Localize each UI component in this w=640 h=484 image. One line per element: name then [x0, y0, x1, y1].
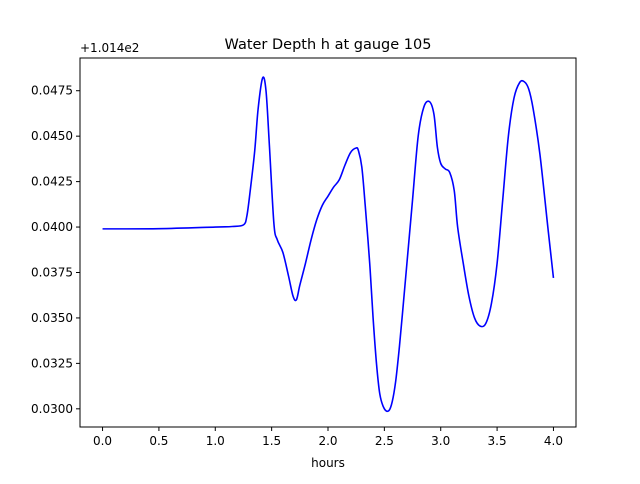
x-axis-label: hours	[311, 456, 345, 470]
y-tick-label: 0.0400	[31, 220, 73, 234]
y-tick-label: 0.0350	[31, 311, 73, 325]
y-axis-offset-label: +1.014e2	[80, 41, 139, 55]
y-tick-label: 0.0300	[31, 402, 73, 416]
y-tick-label: 0.0375	[31, 265, 73, 279]
x-tick-label: 4.0	[544, 434, 563, 448]
x-axis-ticks: 0.0 0.5 1.0 1.5 2.0 2.5 3.0 3.5 4.0	[93, 427, 563, 448]
x-tick-label: 3.5	[488, 434, 507, 448]
y-tick-label: 0.0425	[31, 175, 73, 189]
x-tick-label: 3.0	[431, 434, 450, 448]
x-tick-label: 0.5	[149, 434, 168, 448]
y-axis-ticks: 0.0300 0.0325 0.0350 0.0375 0.0400 0.0425 0.04…	[31, 84, 80, 416]
y-tick-label: 0.0325	[31, 356, 73, 370]
plot-area-frame	[79, 57, 577, 428]
x-tick-label: 1.0	[206, 434, 225, 448]
series-line	[102, 76, 555, 413]
y-tick-label: 0.0475	[31, 84, 73, 98]
x-tick-label: 0.0	[93, 434, 112, 448]
y-tick-label: 0.0450	[31, 129, 73, 143]
series-layer	[102, 76, 555, 413]
x-tick-label: 1.5	[262, 434, 281, 448]
chart-title: Water Depth h at gauge 105	[225, 37, 432, 53]
x-tick-label: 2.0	[318, 434, 337, 448]
x-tick-label: 2.5	[375, 434, 394, 448]
